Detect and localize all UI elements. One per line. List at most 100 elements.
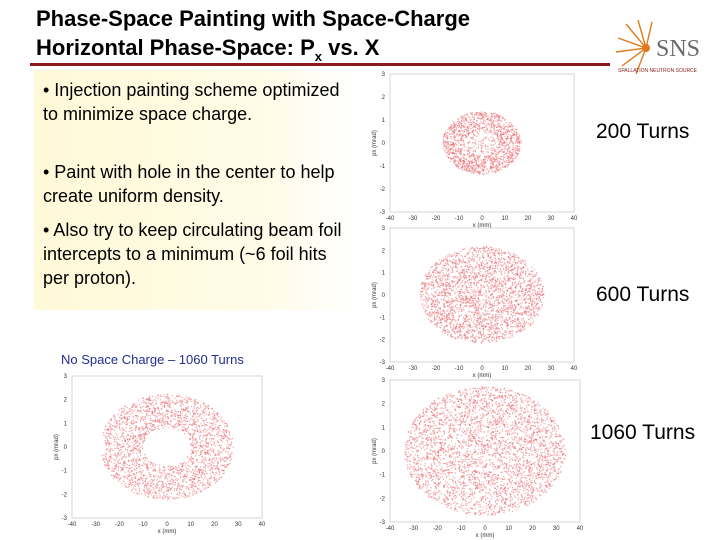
scatter-point bbox=[491, 476, 494, 478]
scatter-point bbox=[497, 291, 500, 293]
scatter-point bbox=[496, 499, 498, 502]
scatter-point bbox=[547, 469, 549, 471]
scatter-point bbox=[456, 327, 458, 329]
scatter-point bbox=[510, 493, 512, 496]
scatter-point bbox=[500, 335, 502, 338]
scatter-point bbox=[506, 130, 509, 132]
scatter-point bbox=[478, 130, 481, 132]
scatter-point bbox=[447, 131, 449, 134]
scatter-point bbox=[426, 408, 428, 411]
scatter-point bbox=[417, 427, 419, 430]
scatter-point bbox=[428, 271, 430, 273]
scatter-point bbox=[443, 470, 446, 472]
scatter-point bbox=[459, 297, 461, 300]
scatter-point bbox=[457, 398, 459, 400]
scatter-point bbox=[444, 132, 446, 134]
scatter-point bbox=[498, 254, 500, 256]
scatter-point bbox=[458, 130, 461, 133]
scatter-point bbox=[500, 316, 502, 319]
scatter-point bbox=[449, 321, 452, 324]
scatter-point bbox=[539, 477, 542, 479]
scatter-point bbox=[456, 277, 458, 279]
scatter-point bbox=[529, 322, 532, 324]
scatter-point bbox=[547, 479, 549, 481]
scatter-point bbox=[439, 259, 441, 261]
scatter-point bbox=[454, 139, 457, 141]
scatter-point bbox=[511, 128, 513, 131]
scatter-point bbox=[515, 301, 517, 303]
scatter-point bbox=[491, 122, 493, 124]
scatter-point bbox=[459, 323, 462, 325]
scatter-point bbox=[539, 300, 541, 302]
scatter-point bbox=[448, 253, 450, 256]
scatter-point bbox=[468, 126, 471, 128]
scatter-point bbox=[520, 271, 522, 273]
scatter-point bbox=[535, 313, 537, 315]
scatter-point bbox=[497, 140, 499, 142]
scatter-point bbox=[471, 340, 473, 342]
scatter-point bbox=[462, 125, 465, 128]
scatter-point bbox=[520, 328, 522, 331]
scatter-point bbox=[492, 163, 495, 166]
scatter-point bbox=[452, 330, 454, 332]
scatter-point bbox=[524, 294, 526, 296]
scatter-point bbox=[492, 427, 495, 430]
scatter-point bbox=[514, 133, 516, 135]
scatter-point bbox=[491, 144, 493, 147]
scatter-point bbox=[504, 262, 506, 264]
scatter-point bbox=[513, 465, 515, 467]
scatter-point bbox=[438, 461, 440, 464]
scatter-point bbox=[519, 502, 521, 504]
scatter-point bbox=[483, 338, 485, 340]
scatter-point bbox=[457, 139, 459, 142]
scatter-point bbox=[477, 324, 479, 326]
scatter-point bbox=[493, 326, 495, 328]
scatter-point bbox=[420, 295, 422, 298]
scatter-point bbox=[458, 295, 460, 298]
scatter-point bbox=[503, 279, 506, 281]
scatter-point bbox=[506, 166, 508, 168]
scatter-point bbox=[481, 275, 483, 278]
scatter-point bbox=[455, 156, 458, 159]
scatter-point bbox=[517, 265, 520, 268]
scatter-point bbox=[507, 134, 509, 136]
scatter-point bbox=[434, 323, 436, 325]
scatter-point bbox=[491, 258, 493, 261]
scatter-point bbox=[475, 261, 478, 264]
scatter-point bbox=[499, 134, 502, 136]
scatter-point bbox=[451, 124, 453, 127]
scatter-point bbox=[529, 324, 531, 326]
scatter-point bbox=[471, 295, 473, 297]
scatter-point bbox=[517, 282, 520, 285]
scatter-point bbox=[431, 299, 434, 301]
scatter-point bbox=[442, 272, 444, 274]
scatter-point bbox=[505, 133, 507, 136]
scatter-point bbox=[421, 287, 424, 289]
scatter-point bbox=[482, 318, 484, 321]
x-tick-label: -10 bbox=[455, 216, 464, 222]
scatter-point bbox=[446, 295, 448, 297]
scatter-point bbox=[503, 141, 506, 143]
scatter-point bbox=[438, 271, 440, 273]
scatter-point bbox=[474, 247, 476, 249]
scatter-point bbox=[475, 273, 478, 275]
scatter-point bbox=[477, 312, 479, 315]
scatter-point bbox=[447, 281, 449, 284]
scatter-point bbox=[490, 161, 492, 163]
scatter-point bbox=[455, 143, 457, 145]
scatter-point bbox=[464, 123, 466, 125]
scatter-point bbox=[508, 280, 510, 283]
scatter-point bbox=[508, 152, 510, 155]
scatter-point bbox=[493, 286, 495, 288]
scatter-point bbox=[494, 331, 496, 333]
scatter-point bbox=[494, 320, 496, 322]
scatter-point bbox=[529, 478, 531, 480]
scatter-point bbox=[460, 314, 462, 316]
scatter-point bbox=[487, 307, 490, 310]
scatter-point bbox=[460, 272, 462, 274]
x-tick-label: -10 bbox=[457, 526, 466, 532]
scatter-point bbox=[452, 142, 454, 144]
scatter-point bbox=[436, 310, 438, 312]
scatter-point bbox=[493, 138, 495, 141]
scatter-point bbox=[530, 411, 532, 414]
